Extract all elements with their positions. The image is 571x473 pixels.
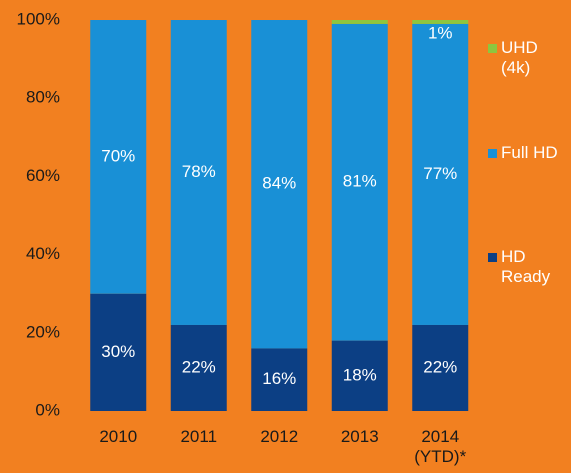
data-label: 16% bbox=[262, 369, 296, 388]
data-label: 18% bbox=[343, 365, 377, 384]
bar-segment bbox=[251, 20, 308, 349]
data-label: 70% bbox=[101, 146, 135, 165]
bar-segment bbox=[331, 20, 388, 24]
y-tick-label: 40% bbox=[26, 244, 60, 263]
bar-segment bbox=[331, 23, 388, 341]
y-tick-label: 20% bbox=[26, 322, 60, 341]
bar-segment bbox=[412, 20, 469, 24]
data-label: 22% bbox=[423, 357, 457, 376]
bar-segment bbox=[90, 20, 147, 294]
bar-segment bbox=[90, 293, 147, 411]
x-tick-label: 2011 bbox=[180, 427, 218, 446]
bar-segment bbox=[412, 23, 469, 325]
y-tick-label: 100% bbox=[17, 9, 60, 28]
legend-swatch bbox=[488, 149, 497, 158]
data-label: 1% bbox=[428, 23, 453, 42]
x-tick-label: 2013 bbox=[340, 427, 379, 446]
data-label: 77% bbox=[423, 164, 457, 183]
legend-swatch bbox=[488, 253, 497, 262]
bar-segment bbox=[331, 340, 388, 411]
x-tick-label: 2012 bbox=[260, 427, 299, 446]
data-label: 84% bbox=[262, 174, 296, 193]
x-tick-label: 2010 bbox=[99, 427, 138, 446]
data-label: 22% bbox=[182, 357, 216, 376]
legend-label: HD Ready bbox=[501, 247, 551, 286]
bar-segment bbox=[251, 348, 308, 411]
y-tick-label: 0% bbox=[35, 400, 60, 419]
y-tick-label: 80% bbox=[26, 88, 60, 107]
legend-swatch bbox=[488, 44, 497, 53]
legend-label: Full HD bbox=[501, 143, 558, 162]
bar-segment bbox=[170, 324, 227, 411]
data-label: 30% bbox=[101, 342, 135, 361]
bar-segment bbox=[412, 324, 469, 411]
y-tick-label: 60% bbox=[26, 166, 60, 185]
data-label: 81% bbox=[343, 172, 377, 191]
legend-label: UHD (4k) bbox=[501, 38, 538, 77]
bar-segment bbox=[170, 20, 227, 325]
data-label: 78% bbox=[182, 162, 216, 181]
x-tick-label: 2014 (YTD)* bbox=[414, 427, 467, 466]
